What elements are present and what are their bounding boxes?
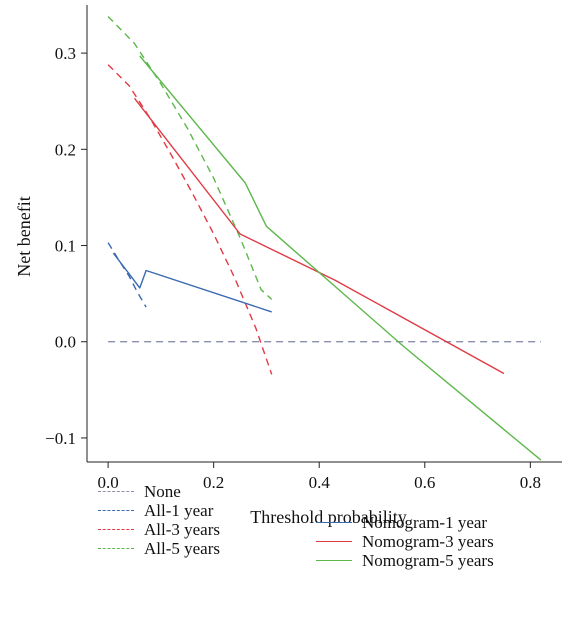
legend-label: All-1 year [144, 500, 214, 520]
legend-item: Nomogram-5 years [316, 551, 494, 570]
y-tick-label: 0.0 [55, 333, 76, 352]
legend-swatch [98, 548, 134, 549]
series-line-all-5-years [107, 16, 273, 300]
series-line-nomogram-5-years [139, 55, 542, 461]
x-axis-label: Threshold probability [250, 507, 406, 527]
legend-swatch [316, 541, 352, 542]
legend-item: Nomogram-3 years [316, 532, 494, 551]
series-line-nomogram-1-year [112, 252, 272, 313]
x-tick-label: 0.0 [97, 473, 118, 492]
y-tick-label: 0.2 [55, 140, 76, 159]
y-axis-label: Net benefit [14, 196, 34, 276]
x-tick-label: 0.8 [520, 473, 541, 492]
legend-swatch [98, 529, 134, 530]
legend-item: None [98, 482, 220, 501]
legend-left: None All-1 year All-3 years All-5 years [98, 482, 220, 558]
x-tick-label: 0.4 [309, 473, 331, 492]
series-line-all-1-year [107, 242, 147, 308]
series-line-all-3-years [107, 64, 273, 375]
legend-right: Nomogram-1 year Nomogram-3 years Nomogram-… [316, 513, 494, 570]
x-tick-label: 0.2 [203, 473, 224, 492]
legend-label: All-5 years [144, 538, 221, 558]
legend-item: Nomogram-1 year [316, 513, 494, 532]
series-line-nomogram-3-years [133, 97, 505, 375]
legend-swatch [98, 491, 134, 492]
legend-item: All-3 years [98, 520, 220, 539]
y-tick-label: −0.1 [45, 429, 76, 448]
legend-item: All-1 year [98, 501, 220, 520]
legend-label: None [144, 481, 181, 501]
y-tick-label: 0.3 [55, 44, 76, 63]
legend-label: Nomogram-1 year [362, 512, 488, 532]
x-tick-label: 0.6 [414, 473, 435, 492]
legend-label: Nomogram-3 years [362, 531, 494, 551]
legend-label: Nomogram-5 years [362, 550, 494, 570]
legend-swatch [316, 522, 352, 523]
legend-swatch [98, 510, 134, 511]
y-tick-label: 0.1 [55, 237, 76, 256]
legend-item: All-5 years [98, 539, 220, 558]
legend-swatch [316, 560, 352, 561]
legend-label: All-3 years [144, 519, 221, 539]
